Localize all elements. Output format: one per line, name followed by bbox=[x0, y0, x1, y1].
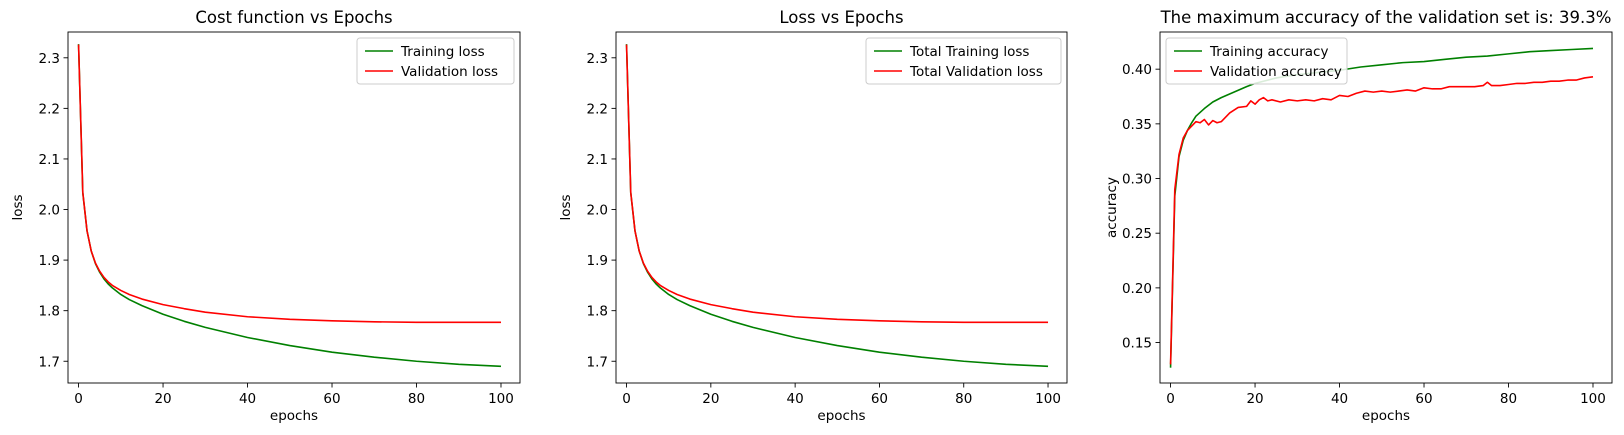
y-axis-label: accuracy bbox=[1104, 177, 1120, 238]
legend: Training loss Validation loss bbox=[357, 38, 514, 84]
x-tick-label: 80 bbox=[955, 391, 972, 407]
y-tick-label: 2.3 bbox=[587, 51, 608, 67]
y-tick-label: 2.2 bbox=[39, 101, 60, 117]
y-tick-label: 2.0 bbox=[39, 203, 60, 219]
x-tick-label: 40 bbox=[787, 391, 804, 407]
chart-title: The maximum accuracy of the validation s… bbox=[1160, 8, 1612, 27]
x-tick-label: 20 bbox=[1246, 391, 1263, 407]
x-tick-label: 40 bbox=[239, 391, 256, 407]
chart-panel-1: 0 20 40 60 80 100 1.7 1.8 1.9 2.0 2.1 2.2 2.3 Cost fu… bbox=[10, 8, 520, 424]
y-tick-label: 2.1 bbox=[587, 152, 608, 168]
x-axis-label: epochs bbox=[1362, 408, 1410, 424]
y-tick-label: 0.35 bbox=[1122, 117, 1152, 133]
chart-title: Cost function vs Epochs bbox=[195, 8, 392, 27]
y-tick-label: 1.9 bbox=[39, 253, 60, 269]
x-tick-label: 0 bbox=[1166, 391, 1175, 407]
chart-title: Loss vs Epochs bbox=[779, 8, 903, 27]
series-line-1 bbox=[1171, 48, 1593, 367]
y-tick-label: 2.1 bbox=[39, 152, 60, 168]
x-axis-label: epochs bbox=[817, 408, 865, 424]
y-tick-label: 0.40 bbox=[1122, 62, 1152, 78]
y-tick-label: 2.0 bbox=[587, 203, 608, 219]
y-tick-label: 2.2 bbox=[587, 101, 608, 117]
y-tick-label: 0.15 bbox=[1122, 336, 1152, 352]
x-tick-label: 0 bbox=[74, 391, 83, 407]
y-tick-label: 2.3 bbox=[39, 51, 60, 67]
y-tick-label: 1.9 bbox=[587, 253, 608, 269]
y-axis-label: loss bbox=[10, 194, 26, 220]
y-tick-label: 0.20 bbox=[1122, 281, 1152, 297]
axes-frame bbox=[616, 32, 1067, 383]
x-tick-label: 20 bbox=[702, 391, 719, 407]
legend-label: Total Validation loss bbox=[909, 64, 1043, 80]
x-tick-label: 60 bbox=[871, 391, 888, 407]
x-tick-label: 100 bbox=[1035, 391, 1061, 407]
series-line-2 bbox=[1171, 77, 1593, 365]
x-tick-label: 100 bbox=[488, 391, 514, 407]
x-tick-label: 40 bbox=[1331, 391, 1348, 407]
legend-label: Validation loss bbox=[401, 64, 498, 80]
x-tick-label: 80 bbox=[1500, 391, 1517, 407]
chart-panel-2: 0 20 40 60 80 100 1.7 1.8 1.9 2.0 2.1 2.2 2.3 Loss vs… bbox=[558, 8, 1067, 424]
y-tick-label: 1.7 bbox=[587, 354, 608, 370]
legend: Training accuracy Validation accuracy bbox=[1166, 38, 1347, 84]
x-tick-label: 0 bbox=[622, 391, 631, 407]
chart-panel-3: 0 20 40 60 80 100 0.15 0.20 0.25 0.30 0.35 0.40 The … bbox=[1104, 8, 1612, 424]
axes-frame bbox=[68, 32, 520, 383]
y-tick-label: 1.8 bbox=[587, 304, 608, 320]
y-axis-label: loss bbox=[558, 194, 574, 220]
legend-label: Total Training loss bbox=[909, 44, 1029, 60]
y-tick-label: 0.25 bbox=[1122, 226, 1152, 242]
y-tick-label: 1.8 bbox=[39, 304, 60, 320]
x-tick-label: 100 bbox=[1580, 391, 1606, 407]
x-axis-label: epochs bbox=[270, 408, 318, 424]
series-line-1 bbox=[79, 44, 501, 366]
series-line-2 bbox=[627, 45, 1048, 323]
legend-label: Validation accuracy bbox=[1210, 64, 1342, 80]
legend-label: Training accuracy bbox=[1209, 44, 1328, 60]
series-line-1 bbox=[627, 44, 1048, 366]
x-tick-label: 80 bbox=[408, 391, 425, 407]
y-tick-label: 0.30 bbox=[1122, 172, 1152, 188]
x-tick-label: 60 bbox=[323, 391, 340, 407]
y-tick-label: 1.7 bbox=[39, 354, 60, 370]
series-line-2 bbox=[79, 45, 501, 323]
x-tick-label: 60 bbox=[1415, 391, 1432, 407]
legend: Total Training loss Total Validation loss bbox=[866, 38, 1061, 84]
legend-label: Training loss bbox=[400, 44, 485, 60]
axes-frame bbox=[1160, 32, 1612, 383]
x-tick-label: 20 bbox=[154, 391, 171, 407]
